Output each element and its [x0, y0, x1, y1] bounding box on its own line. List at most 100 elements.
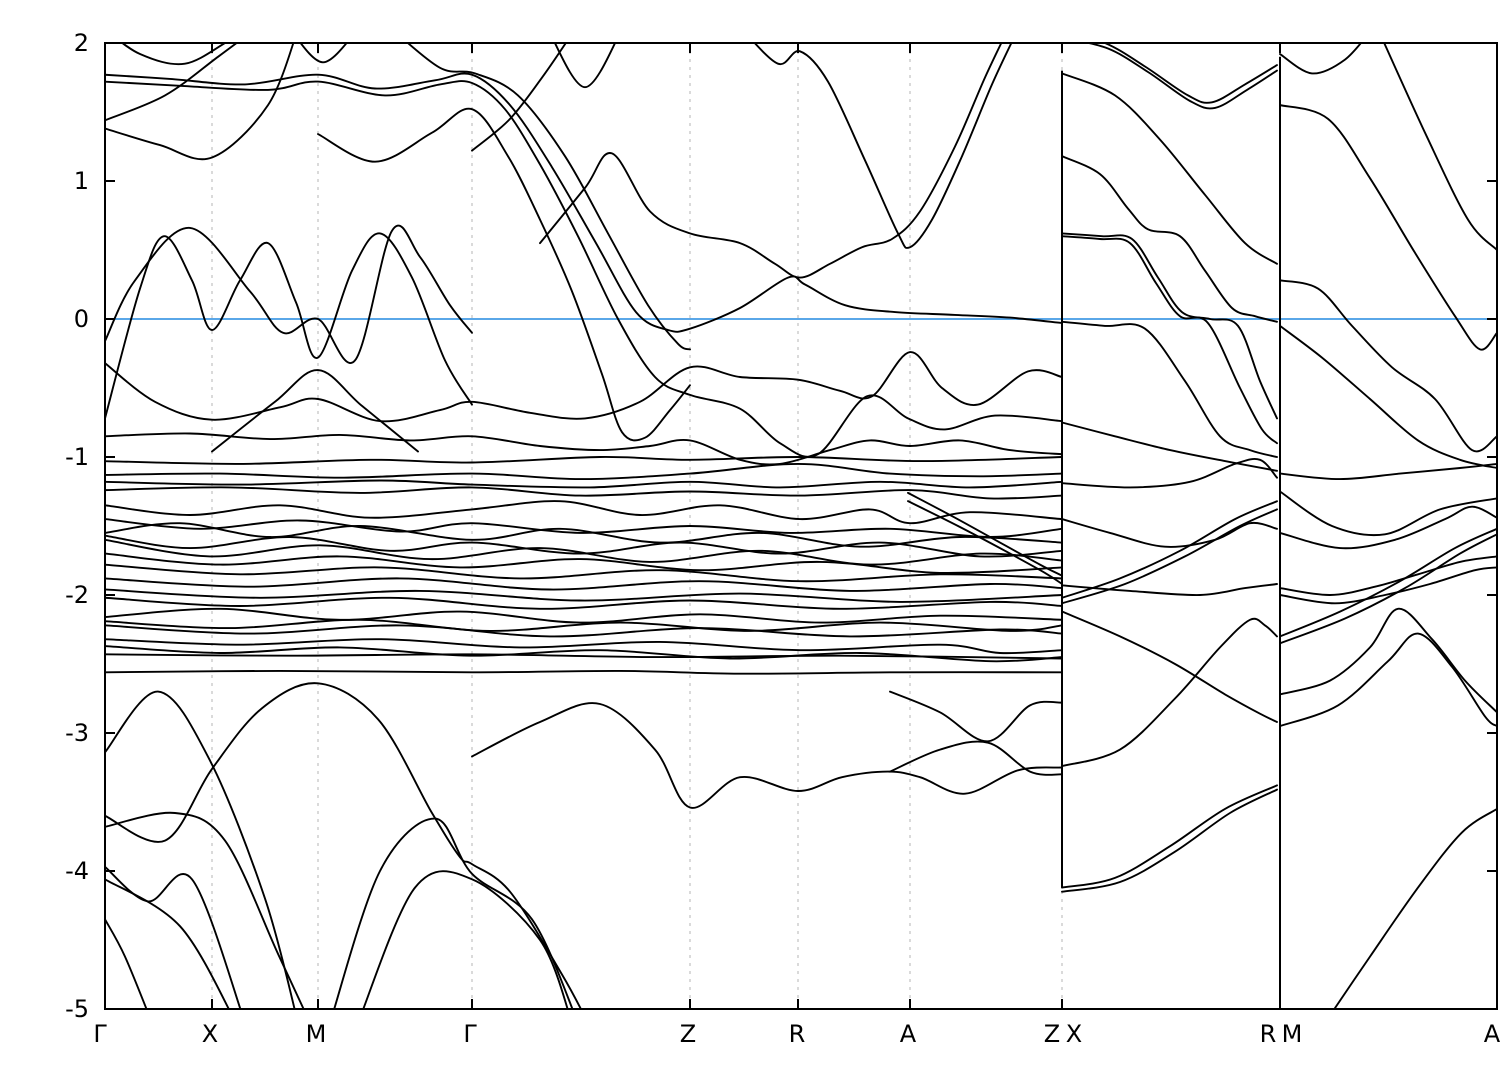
band-line: [889, 740, 1063, 776]
band-line: [105, 563, 1063, 583]
band-line: [105, 638, 1063, 655]
band-line: [1279, 462, 1497, 481]
band-line: [1102, 43, 1278, 104]
x-tick-label: A: [1484, 1020, 1500, 1048]
band-line: [1061, 72, 1278, 265]
band-line: [105, 690, 296, 1009]
band-line: [105, 500, 1063, 525]
band-line: [1061, 500, 1278, 599]
band-line: [105, 618, 1063, 632]
band-line: [105, 479, 1063, 489]
band-line: [105, 653, 1063, 660]
x-tick-label: A: [900, 1020, 917, 1048]
band-line: [1279, 505, 1497, 550]
band-line: [105, 534, 1063, 558]
y-tick-label: -2: [65, 581, 89, 609]
band-line: [1279, 533, 1497, 645]
band-line: [105, 624, 1063, 638]
band-line: [362, 870, 569, 1009]
y-tick-label: -4: [65, 857, 89, 885]
y-tick-label: 0: [74, 305, 89, 333]
band-line: [1061, 320, 1278, 458]
band-line: [105, 607, 1063, 624]
axis-frame: [104, 42, 1498, 1010]
band-line: [105, 596, 1063, 610]
band-line: [105, 43, 239, 122]
band-line: [889, 690, 1063, 743]
band-line: [105, 552, 1063, 574]
band-line: [105, 224, 473, 364]
band-line: [333, 817, 574, 1009]
band-line: [1061, 583, 1278, 596]
band-line: [406, 43, 691, 351]
x-tick-label: M: [306, 1020, 327, 1048]
band-line: [105, 669, 1063, 675]
band-line: [211, 369, 419, 453]
band-line: [471, 43, 567, 152]
band-line: [105, 538, 1063, 566]
band-line: [105, 456, 1063, 465]
band-line: [120, 43, 227, 66]
band-line: [1061, 235, 1278, 445]
band-line: [1279, 324, 1497, 469]
band-line: [105, 43, 295, 161]
x-tick-label: Z: [1044, 1020, 1060, 1048]
band-line: [753, 43, 1013, 249]
band-line: [1279, 527, 1497, 638]
band-line: [1333, 807, 1497, 1009]
band-line: [317, 107, 691, 442]
band-line: [105, 80, 1063, 458]
x-tick-label: Γ: [463, 1020, 477, 1048]
band-line: [105, 878, 230, 1009]
x-tick-label: X: [202, 1020, 218, 1048]
y-tick-label: -3: [65, 719, 89, 747]
band-line: [1061, 232, 1278, 420]
band-line: [1061, 421, 1278, 472]
band-line: [1061, 508, 1278, 605]
bands-group: [105, 43, 1497, 1009]
band-line: [1061, 458, 1278, 489]
band-line: [1061, 610, 1278, 723]
band-line: [1279, 566, 1497, 605]
band-line: [907, 500, 1063, 585]
x-tick-label: X: [1066, 1020, 1082, 1048]
band-structure-chart: Electronic band structure along high-sym…: [40, 16, 1500, 1070]
band-line: [105, 682, 582, 1009]
band-line: [1279, 490, 1497, 537]
band-line: [105, 811, 305, 1009]
band-structure-svg: Electronic band structure along high-sym…: [40, 16, 1500, 1066]
x-tick-label: Z: [680, 1020, 696, 1048]
band-line: [539, 43, 1003, 279]
band-line: [1061, 784, 1278, 889]
x-tick-label: M: [1282, 1020, 1303, 1048]
band-line: [1279, 632, 1497, 728]
band-line: [471, 702, 1063, 809]
band-structure-figure: Electronic band structure along high-sym…: [40, 16, 1500, 1066]
band-line: [105, 486, 1063, 500]
x-tick-label: R: [789, 1020, 806, 1048]
x-tick-label: R: [1260, 1020, 1277, 1048]
y-tick-label: -5: [65, 995, 89, 1023]
band-line: [105, 351, 1063, 423]
band-line: [105, 432, 1063, 466]
band-line: [1279, 607, 1497, 714]
band-line: [1061, 155, 1278, 323]
band-line: [1061, 788, 1278, 893]
band-line: [1084, 43, 1278, 110]
band-line: [105, 518, 1063, 538]
band-line: [105, 462, 1063, 481]
band-line: [105, 72, 1063, 333]
band-line: [1279, 104, 1497, 351]
band-line: [907, 491, 1063, 577]
y-tick-label: -1: [65, 443, 89, 471]
band-line: [105, 232, 473, 420]
band-line: [1279, 279, 1497, 453]
band-line: [299, 43, 348, 64]
y-tick-label: 2: [74, 29, 89, 57]
figure-background: [40, 16, 1500, 1066]
y-tick-label: 1: [74, 167, 89, 195]
band-line: [105, 577, 1063, 592]
ticks-group: [104, 42, 1498, 1010]
band-line: [1383, 43, 1497, 251]
band-line: [1279, 555, 1497, 596]
